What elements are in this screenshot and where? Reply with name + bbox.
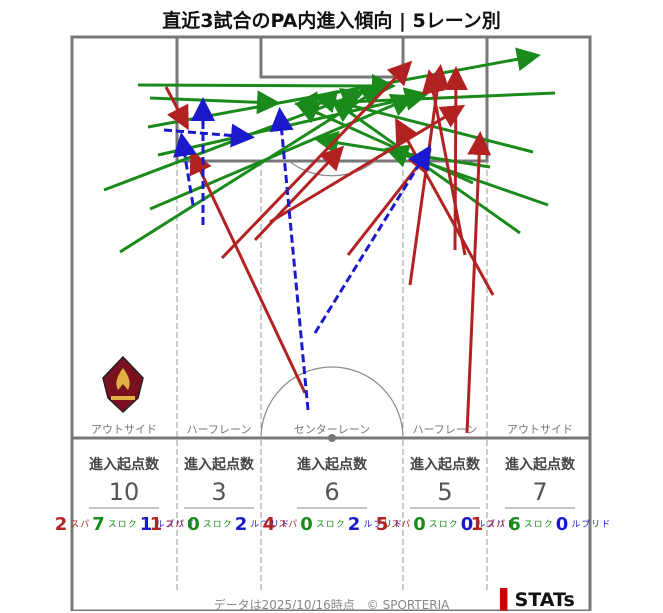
brand-text: STATs <box>514 589 575 611</box>
legend-dribble: ドリブル <box>361 519 402 528</box>
dribble-arrows <box>163 97 432 411</box>
legend-dribble: ドリブル <box>474 519 515 528</box>
legend-cross: クロス <box>521 519 552 528</box>
legend-dribble: ドリブル <box>248 519 289 528</box>
stat-cross: 7 <box>92 514 105 535</box>
legend-pass: パス <box>163 519 184 528</box>
stat-pass: 5 <box>375 514 389 535</box>
stat-dribble: 2 <box>234 514 248 535</box>
legend-cross: クロス <box>105 519 136 528</box>
stat-pass: 4 <box>262 514 276 535</box>
stat-dribble: 1 <box>139 514 153 535</box>
stat-total: 10 <box>108 478 140 506</box>
stat-header: 進入起点数 <box>297 457 367 473</box>
legend-pass: パス <box>68 519 89 528</box>
stat-header: 進入起点数 <box>89 457 159 473</box>
legend-cross: クロス <box>313 519 344 528</box>
brand-mark-icon: ▌ <box>500 589 515 611</box>
stat-total: 5 <box>437 478 453 506</box>
team-crest-logo <box>102 355 144 414</box>
legend-pass: パス <box>276 519 297 528</box>
footer-note: データは2025/10/16時点 © SPORTERIA <box>213 598 450 612</box>
stat-header: 進入起点数 <box>505 457 575 473</box>
stat-header: 進入起点数 <box>410 457 480 473</box>
brand-logo: ▌STATs <box>500 589 575 611</box>
stat-total: 6 <box>324 478 340 506</box>
legend-pass: パス <box>484 519 505 528</box>
stat-pass: 1 <box>470 514 484 535</box>
stat-total: 3 <box>211 478 227 506</box>
lane-label-halfspace-left: ハーフレーン <box>186 423 252 436</box>
stat-cross: 0 <box>187 514 200 535</box>
stat-pass: 1 <box>149 514 163 535</box>
stat-cross: 0 <box>300 514 313 535</box>
stat-dribble: 0 <box>555 514 569 535</box>
lane-label-outside-right: アウトサイド <box>507 423 573 436</box>
page-title: 直近3試合のPA内進入傾向 | 5レーン別 <box>162 10 501 32</box>
legend-cross: クロス <box>200 519 231 528</box>
legend-dribble: ドリブル <box>569 519 610 528</box>
pass-arrows <box>164 60 495 434</box>
stat-pass: 2 <box>54 514 68 535</box>
lane-label-center: センターレーン <box>293 423 371 436</box>
stat-total: 7 <box>532 478 548 506</box>
legend-cross: クロス <box>426 519 457 528</box>
stat-dribble: 2 <box>347 514 361 535</box>
legend-dribble: ドリブル <box>153 519 194 528</box>
legend-pass: パス <box>389 519 410 528</box>
stat-cross: 0 <box>413 514 426 535</box>
stat-cross: 6 <box>508 514 521 535</box>
lane-label-outside-left: アウトサイド <box>91 423 157 436</box>
lane-label-halfspace-right: ハーフレーン <box>412 423 478 436</box>
stat-header: 進入起点数 <box>184 457 254 473</box>
stat-dribble: 0 <box>460 514 474 535</box>
